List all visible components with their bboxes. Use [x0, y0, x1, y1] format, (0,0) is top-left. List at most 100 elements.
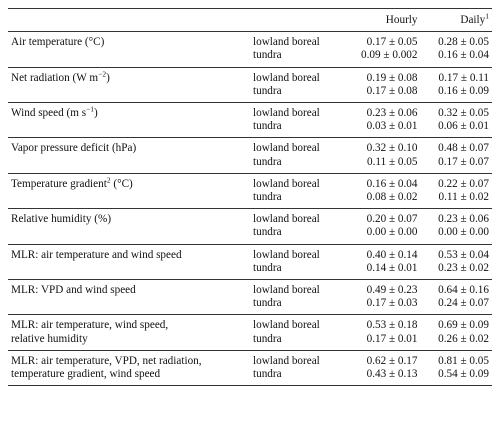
daily-value: 0.48 ± 0.07: [438, 142, 489, 155]
hourly-value: 0.11 ± 0.05: [367, 155, 418, 168]
table-row: Net radiation (W m−2) lowland boreal 0.19 …: [8, 67, 492, 85]
table-header: Hourly Daily1: [8, 8, 493, 32]
header-daily: Daily1: [421, 9, 493, 32]
table-row: tundra 0.17 ± 0.03 0.24 ± 0.07: [8, 297, 492, 315]
site-cell: tundra: [253, 297, 282, 310]
site-cell: lowland boreal: [253, 319, 320, 332]
daily-value: 0.22 ± 0.07: [438, 177, 489, 190]
variable-label: Net radiation (W m: [11, 71, 99, 84]
daily-value: 0.32 ± 0.05: [438, 107, 489, 120]
table-row: Vapor pressure deficit (hPa) lowland bore…: [8, 138, 492, 156]
variable-label: MLR: air temperature, VPD, net radiation…: [11, 354, 202, 381]
daily-value: 0.23 ± 0.02: [438, 261, 489, 274]
site-cell: tundra: [253, 261, 282, 274]
hourly-value: 0.62 ± 0.17: [366, 354, 418, 367]
hourly-value: 0.17 ± 0.03: [366, 297, 418, 310]
daily-value: 0.28 ± 0.05: [438, 36, 489, 49]
daily-value: 0.69 ± 0.09: [438, 319, 489, 332]
hourly-value: 0.14 ± 0.01: [366, 261, 418, 274]
variable-cell: Net radiation (W m−2): [8, 67, 250, 102]
variable-label: MLR: VPD and wind speed: [11, 284, 136, 297]
variable-label: Vapor pressure deficit (hPa): [11, 142, 137, 155]
site-cell: lowland boreal: [253, 36, 320, 49]
site-cell: tundra: [253, 226, 282, 239]
site-cell: lowland boreal: [253, 142, 320, 155]
hourly-value: 0.08 ± 0.02: [366, 191, 418, 204]
daily-value: 0.64 ± 0.16: [438, 284, 489, 297]
hourly-value: 0.49 ± 0.23: [366, 284, 418, 297]
header-site: [250, 9, 342, 32]
variable-cell: Air temperature (°C): [8, 32, 250, 67]
table-row: Temperature gradient2 (°C) lowland boreal…: [8, 173, 492, 191]
table-row: tundra 0.14 ± 0.01 0.23 ± 0.02: [8, 262, 492, 280]
hourly-value: 0.23 ± 0.06: [366, 107, 418, 120]
variable-cell: MLR: VPD and wind speed: [8, 280, 250, 315]
daily-value: 0.17 ± 0.11: [438, 71, 489, 84]
hourly-value: 0.53 ± 0.18: [366, 319, 418, 332]
table-row: tundra 0.09 ± 0.002 0.16 ± 0.04: [8, 49, 492, 67]
variable-label: Wind speed (m s: [11, 107, 87, 120]
hourly-value: 0.20 ± 0.07: [366, 213, 418, 226]
daily-value: 0.53 ± 0.04: [438, 248, 489, 261]
variable-cell: MLR: air temperature, VPD, net radiation…: [8, 350, 250, 385]
variable-group: Vapor pressure deficit (hPa) lowland bore…: [8, 138, 492, 174]
hourly-value: 0.17 ± 0.01: [366, 332, 418, 345]
variable-group: Wind speed (m s−1) lowland boreal 0.23 ± 0…: [8, 103, 492, 138]
daily-value: 0.81 ± 0.05: [438, 354, 489, 367]
variable-cell: Temperature gradient2 (°C): [8, 173, 250, 208]
results-table: Hourly Daily1 Air temperature (°C) lowlan…: [8, 8, 492, 386]
table-row: tundra 0.00 ± 0.00 0.00 ± 0.00: [8, 226, 492, 244]
hourly-value: 0.00 ± 0.00: [366, 226, 418, 239]
site-cell: lowland boreal: [253, 213, 320, 226]
table-row: Air temperature (°C) lowland boreal 0.17 ±…: [8, 32, 492, 50]
site-cell: tundra: [253, 191, 282, 204]
table-row: MLR: VPD and wind speed lowland boreal 0.4…: [8, 280, 492, 298]
header-hourly: Hourly: [385, 14, 418, 26]
daily-value: 0.24 ± 0.07: [438, 297, 489, 310]
variable-label-suffix: (°C): [110, 177, 133, 190]
variable-group: Air temperature (°C) lowland boreal 0.17 ±…: [8, 32, 492, 68]
variable-group: MLR: air temperature and wind speed lowla…: [8, 244, 492, 280]
table-row: MLR: air temperature and wind speed lowla…: [8, 244, 492, 262]
site-cell: lowland boreal: [253, 354, 320, 367]
header-daily-footnote: 1: [485, 11, 489, 21]
variable-label: Air temperature (°C): [11, 36, 105, 49]
variable-superscript: −1: [86, 104, 95, 114]
daily-value: 0.11 ± 0.02: [438, 191, 489, 204]
site-cell: lowland boreal: [253, 71, 320, 84]
variable-label: MLR: air temperature, wind speed, relati…: [11, 319, 169, 345]
table-row: Wind speed (m s−1) lowland boreal 0.23 ± 0…: [8, 103, 492, 121]
table-row: tundra 0.17 ± 0.08 0.16 ± 0.09: [8, 85, 492, 103]
hourly-value: 0.17 ± 0.08: [366, 84, 418, 97]
table-row: MLR: air temperature, wind speed, relati…: [8, 315, 492, 344]
site-cell: tundra: [253, 368, 282, 381]
table-row: tundra 0.08 ± 0.02 0.11 ± 0.02: [8, 191, 492, 209]
table-row: tundra 0.03 ± 0.01 0.06 ± 0.01: [8, 120, 492, 138]
site-cell: tundra: [253, 49, 282, 62]
variable-group: Temperature gradient2 (°C) lowland boreal…: [8, 173, 492, 209]
hourly-value: 0.40 ± 0.14: [366, 248, 418, 261]
variable-group: MLR: air temperature, wind speed, relati…: [8, 315, 492, 351]
variable-superscript: 2: [106, 175, 111, 185]
daily-value: 0.06 ± 0.01: [438, 120, 489, 133]
site-cell: tundra: [253, 332, 282, 345]
daily-value: 0.17 ± 0.07: [438, 155, 489, 168]
variable-cell: Relative humidity (%): [8, 209, 250, 244]
variable-cell: Vapor pressure deficit (hPa): [8, 138, 250, 173]
hourly-value: 0.03 ± 0.01: [366, 120, 418, 133]
hourly-value: 0.19 ± 0.08: [366, 71, 418, 84]
site-cell: tundra: [253, 120, 282, 133]
site-cell: lowland boreal: [253, 107, 320, 120]
table-row: tundra 0.43 ± 0.13 0.54 ± 0.09: [8, 368, 492, 386]
daily-value: 0.23 ± 0.06: [438, 213, 489, 226]
variable-label-suffix: ): [106, 71, 110, 84]
variable-group: MLR: air temperature, VPD, net radiation…: [8, 350, 492, 386]
variable-group: Net radiation (W m−2) lowland boreal 0.19 …: [8, 67, 492, 103]
site-cell: lowland boreal: [253, 248, 320, 261]
hourly-value: 0.32 ± 0.10: [366, 142, 418, 155]
site-cell: lowland boreal: [253, 284, 320, 297]
site-cell: tundra: [253, 84, 282, 97]
variable-label: MLR: air temperature and wind speed: [11, 248, 182, 261]
table-row: Relative humidity (%) lowland boreal 0.20 …: [8, 209, 492, 227]
hourly-value: 0.43 ± 0.13: [366, 368, 418, 381]
